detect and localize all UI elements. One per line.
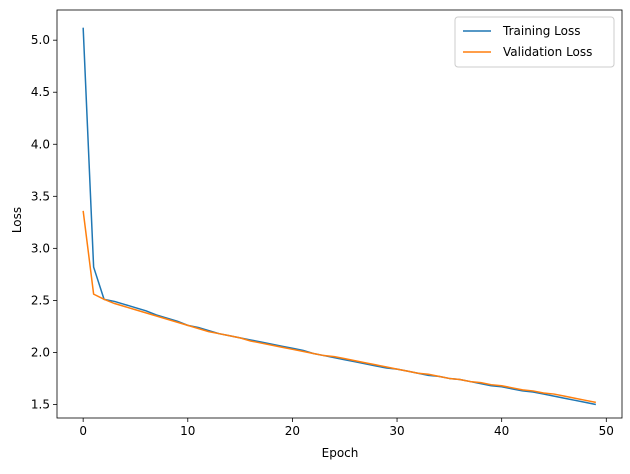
y-tick-label: 1.5 [31,397,50,411]
y-tick-label: 2.5 [31,293,50,307]
y-tick-label: 4.5 [31,85,50,99]
axes-frame [56,9,623,419]
y-tick-label: 5.0 [31,33,50,47]
x-tick-label: 10 [180,424,195,438]
legend-box [454,16,615,68]
plot-area [82,27,596,406]
y-tick-label: 2.0 [31,345,50,359]
axes: 0 10 20 30 40 50 1.5 2.0 2.5 3.0 3.5 4.0 4.5 5.0 [31,9,623,438]
x-axis-label: Epoch [322,446,359,460]
x-tick-label: 40 [494,424,509,438]
y-axis-label: Loss [10,207,24,233]
y-tick-label: 4.0 [31,137,50,151]
y-tick-label: 3.5 [31,189,50,203]
legend: Training Loss Validation Loss [454,16,615,68]
series-line-training-loss [82,27,596,406]
y-tick-label: 3.0 [31,241,50,255]
x-tick-label: 20 [285,424,300,438]
x-tick-label: 0 [79,424,87,438]
x-tick-label: 30 [389,424,404,438]
legend-label: Training Loss [502,24,580,38]
series-line-validation-loss [82,210,596,404]
x-tick-label: 50 [599,424,614,438]
legend-label: Validation Loss [503,45,592,59]
